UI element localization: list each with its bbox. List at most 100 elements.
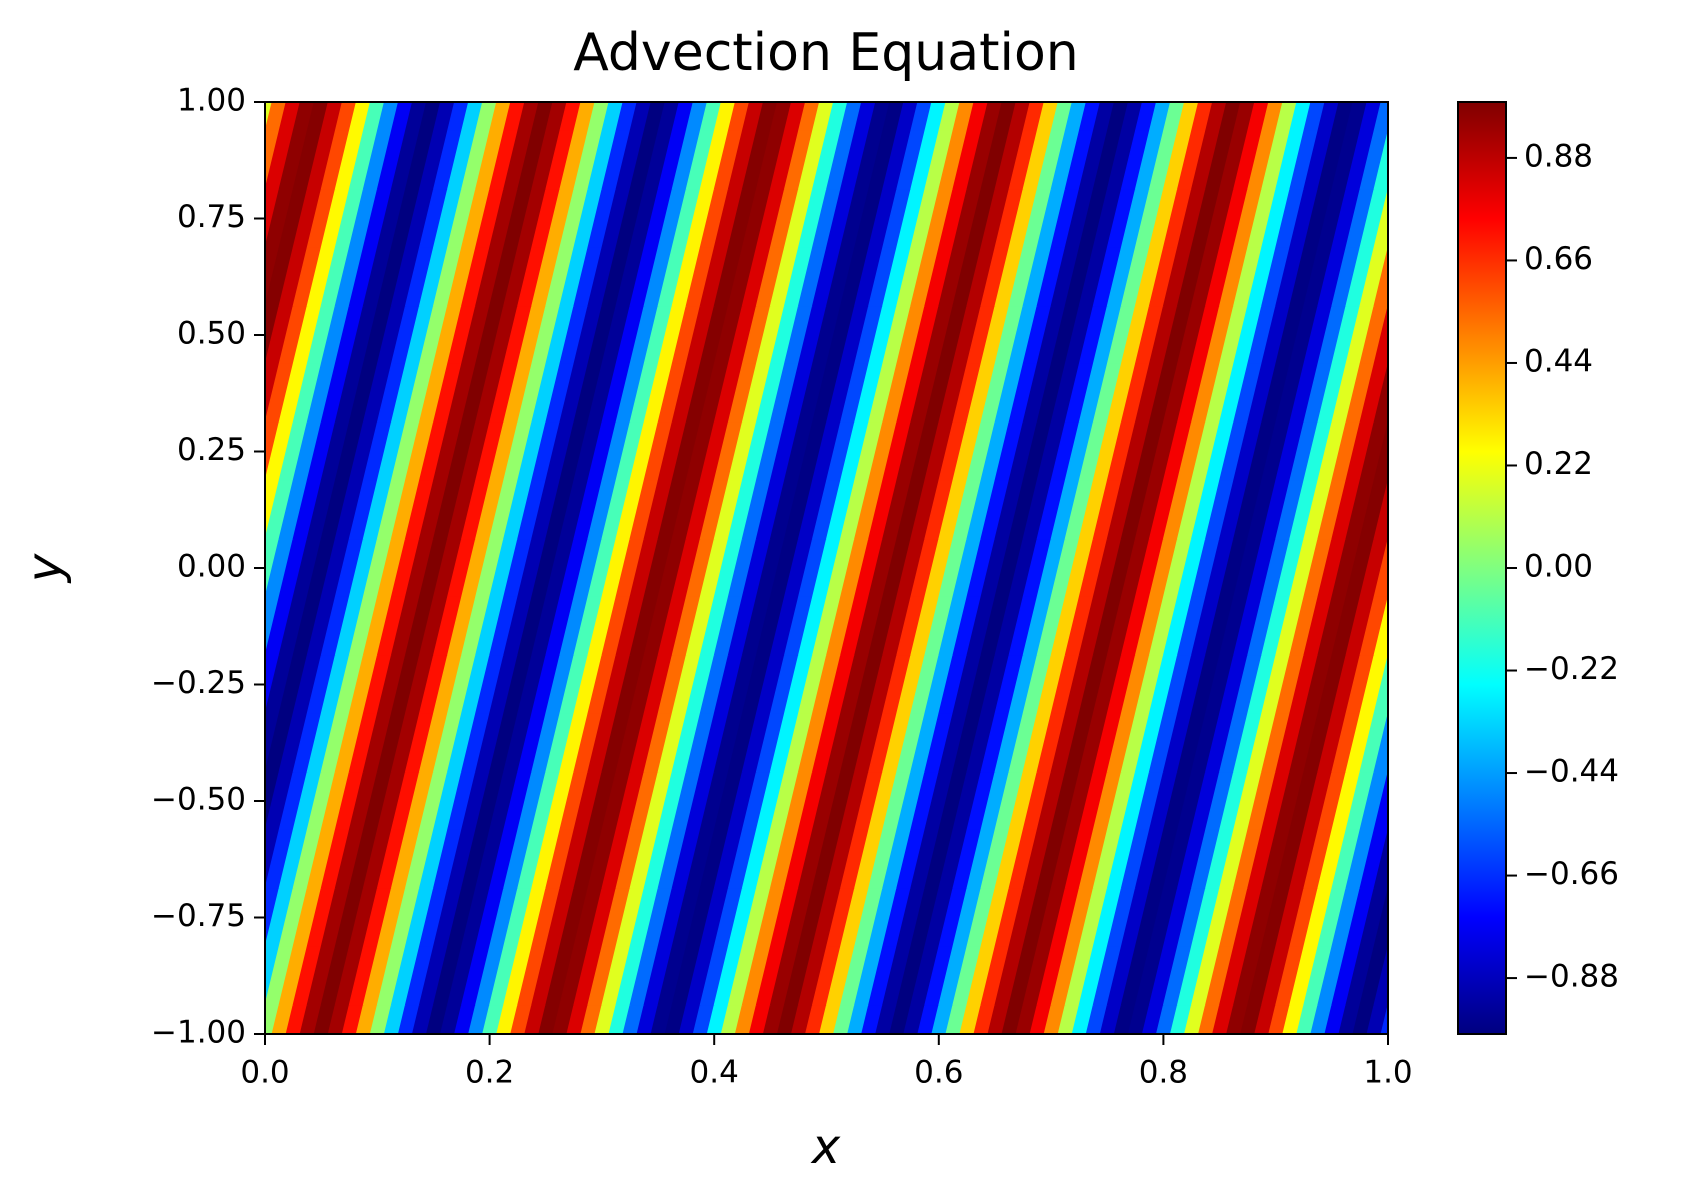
- heatmap-cell: [840, 102, 863, 132]
- heatmap-cell: [446, 102, 469, 132]
- heatmap-cell: [1331, 102, 1354, 132]
- chart-title: Advection Equation: [573, 23, 1078, 83]
- heatmap-cell: [320, 102, 343, 132]
- colorbar-tick-label: 0.66: [1524, 241, 1593, 277]
- heatmap-cell: [1050, 102, 1073, 132]
- heatmap-cell: [475, 102, 498, 132]
- heatmap-cell: [882, 102, 905, 132]
- heatmap-cell: [615, 102, 638, 132]
- heatmap-cell: [854, 102, 877, 132]
- colorbar-tick-label: 0.00: [1524, 549, 1593, 585]
- heatmap-cell: [1380, 1004, 1388, 1034]
- heatmap-cell: [1373, 771, 1388, 831]
- heatmap-cell: [1373, 421, 1388, 482]
- colorbar-tick-label: −0.44: [1524, 754, 1619, 790]
- x-tick-label: 0.6: [914, 1055, 963, 1091]
- heatmap-cell: [404, 102, 427, 132]
- heatmap-cell: [1373, 305, 1388, 365]
- heatmap-cell: [265, 102, 287, 132]
- heatmap-cell: [1373, 713, 1388, 773]
- colorbar-tick-label: −0.88: [1524, 959, 1619, 995]
- heatmap-cell: [685, 102, 708, 132]
- heatmap-cell: [1359, 188, 1388, 249]
- y-tick-label: 0.75: [177, 199, 246, 235]
- x-tick-label: 0.4: [690, 1055, 739, 1091]
- y-tick-label: 0.50: [177, 316, 246, 352]
- colorbar-tick-label: 0.22: [1524, 446, 1593, 482]
- heatmap-cell: [980, 102, 1003, 132]
- heatmap-cell: [432, 102, 455, 132]
- heatmap-cell: [1359, 887, 1388, 948]
- heatmap-cell: [811, 102, 834, 132]
- heatmap-cell: [1359, 771, 1388, 831]
- heatmap-cell: [1373, 102, 1388, 132]
- heatmap-cell: [924, 102, 947, 132]
- heatmap: [265, 102, 1388, 1034]
- heatmap-cell: [1359, 421, 1388, 482]
- heatmap-cell: [1373, 596, 1388, 656]
- heatmap-cell: [896, 102, 919, 132]
- colorbar-tick-label: −0.66: [1524, 856, 1619, 892]
- heatmap-cell: [671, 102, 694, 132]
- heatmap-cell: [362, 102, 385, 132]
- heatmap-cell: [713, 102, 736, 132]
- heatmap-cell: [1373, 654, 1388, 715]
- heatmap-cell: [1359, 829, 1388, 889]
- heatmap-cell: [1190, 102, 1213, 132]
- heatmap-cell: [741, 102, 764, 132]
- y-tick-label: 0.25: [177, 432, 246, 468]
- heatmap-cell: [1359, 596, 1388, 656]
- heatmap-cell: [769, 102, 792, 132]
- heatmap-cell: [1366, 1004, 1388, 1034]
- y-tick-label: 1.00: [177, 83, 246, 119]
- heatmap-cell: [1373, 130, 1388, 190]
- heatmap-cell: [1359, 946, 1388, 1006]
- heatmap-cell: [1359, 654, 1388, 715]
- heatmap-cell: [952, 102, 975, 132]
- heatmap-cell: [376, 102, 399, 132]
- heatmap-cell: [1359, 538, 1388, 598]
- heatmap-cell: [306, 102, 329, 132]
- heatmap-cell: [1359, 247, 1388, 307]
- heatmap-cell: [629, 102, 652, 132]
- heatmap-cell: [1373, 188, 1388, 249]
- heatmap-cell: [545, 102, 568, 132]
- x-tick-label: 1.0: [1363, 1055, 1412, 1091]
- heatmap-cell: [755, 102, 778, 132]
- x-tick-label: 0.2: [465, 1055, 514, 1091]
- colorbar-tick-label: 0.44: [1524, 343, 1593, 379]
- heatmap-cell: [531, 102, 554, 132]
- y-tick-label: −0.25: [151, 665, 246, 701]
- x-tick-label: 0.0: [240, 1055, 289, 1091]
- colorbar: [1458, 102, 1506, 1034]
- heatmap-cell: [699, 102, 722, 132]
- colorbar-tick-label: −0.22: [1524, 651, 1619, 687]
- x-axis-label: x: [810, 1119, 841, 1175]
- y-axis-label: y: [17, 553, 73, 584]
- heatmap-cell: [1359, 305, 1388, 365]
- heatmap-cell: [825, 102, 848, 132]
- heatmap-cell: [601, 102, 624, 132]
- heatmap-cell: [1359, 130, 1388, 190]
- heatmap-cell: [643, 102, 666, 132]
- heatmap-cell: [292, 102, 315, 132]
- heatmap-cell: [1373, 480, 1388, 540]
- heatmap-cell: [1373, 363, 1388, 423]
- heatmap-cell: [1359, 363, 1388, 423]
- x-tick-label: 0.8: [1139, 1055, 1188, 1091]
- heatmap-cell: [1359, 480, 1388, 540]
- heatmap-cell: [783, 102, 806, 132]
- heatmap-cell: [910, 102, 933, 132]
- heatmap-cell: [1373, 946, 1388, 1006]
- heatmap-cell: [994, 102, 1017, 132]
- heatmap-cell: [1373, 247, 1388, 307]
- heatmap-cell: [1373, 538, 1388, 598]
- heatmap-cell: [1373, 887, 1388, 948]
- heatmap-cell: [334, 102, 357, 132]
- y-tick-label: −0.50: [151, 782, 246, 818]
- y-tick-label: 0.00: [177, 549, 246, 585]
- heatmap-cell: [1373, 829, 1388, 889]
- heatmap-cell: [573, 102, 596, 132]
- y-tick-label: −1.00: [151, 1015, 246, 1051]
